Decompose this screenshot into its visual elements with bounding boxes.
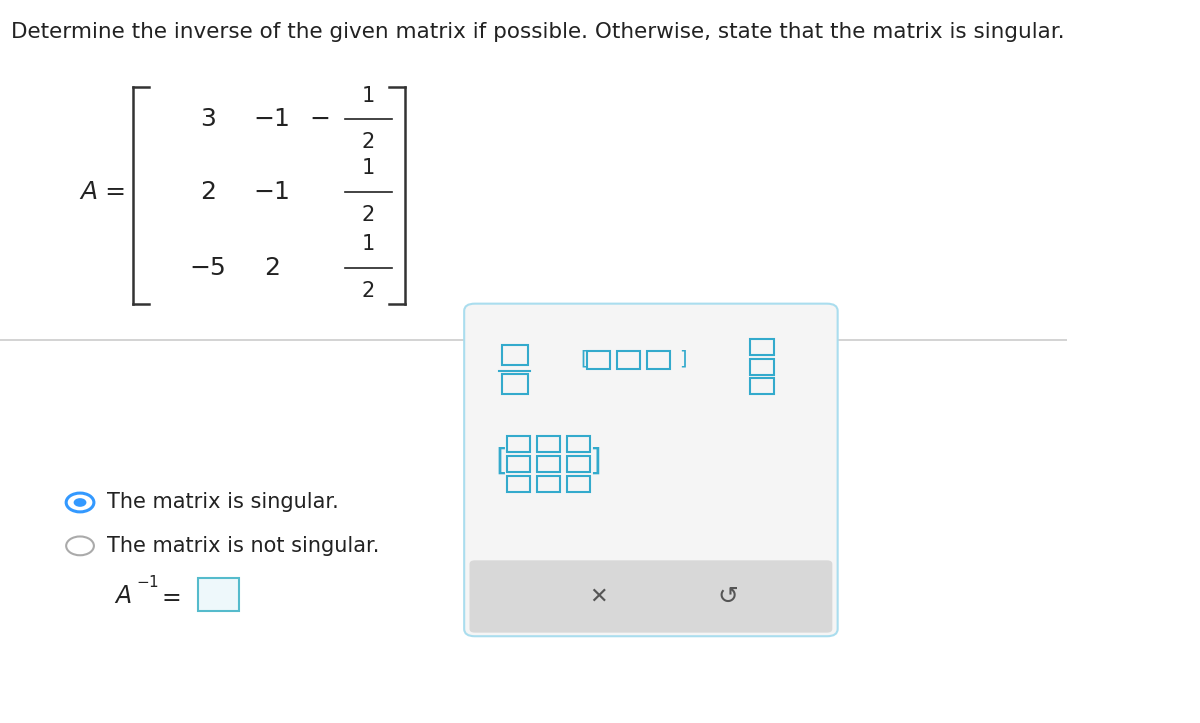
Text: −: −: [310, 107, 331, 132]
Bar: [647, 351, 670, 369]
Text: −1: −1: [253, 107, 290, 132]
Text: ✕: ✕: [589, 586, 607, 607]
Text: A =: A =: [80, 179, 126, 204]
Bar: [502, 345, 528, 365]
FancyBboxPatch shape: [469, 560, 833, 633]
Text: The matrix is not singular.: The matrix is not singular.: [107, 536, 379, 556]
Text: −1: −1: [253, 179, 290, 204]
Text: 1: 1: [361, 158, 374, 179]
FancyBboxPatch shape: [198, 578, 239, 611]
Bar: [536, 456, 560, 472]
Bar: [536, 436, 560, 452]
Text: $A$: $A$: [114, 584, 132, 609]
Text: [: [: [496, 447, 508, 476]
Bar: [506, 436, 530, 452]
Bar: [506, 476, 530, 492]
Text: ↺: ↺: [718, 584, 739, 609]
Text: 2: 2: [200, 179, 216, 204]
Text: 2: 2: [264, 255, 280, 280]
Bar: [587, 351, 611, 369]
Bar: [617, 351, 641, 369]
Text: $=$: $=$: [157, 584, 180, 609]
Bar: [566, 436, 590, 452]
Text: 1: 1: [361, 234, 374, 254]
Circle shape: [73, 498, 86, 507]
Bar: [536, 476, 560, 492]
Text: Determine the inverse of the given matrix if possible. Otherwise, state that the: Determine the inverse of the given matri…: [11, 22, 1064, 42]
Text: 1: 1: [361, 86, 374, 106]
Bar: [502, 374, 528, 394]
Text: ]: ]: [679, 350, 686, 369]
Text: 2: 2: [361, 281, 374, 301]
Text: The matrix is singular.: The matrix is singular.: [107, 492, 338, 513]
Bar: [750, 359, 774, 375]
Text: 2: 2: [361, 205, 374, 225]
FancyBboxPatch shape: [464, 304, 838, 636]
Text: [: [: [580, 350, 588, 369]
Bar: [566, 456, 590, 472]
Bar: [750, 339, 774, 355]
Text: 2: 2: [361, 132, 374, 153]
Bar: [566, 476, 590, 492]
Text: 3: 3: [200, 107, 216, 132]
Bar: [750, 378, 774, 394]
Bar: [506, 456, 530, 472]
Text: $-1$: $-1$: [136, 574, 158, 590]
Text: ]: ]: [589, 447, 601, 476]
Text: −5: −5: [190, 255, 227, 280]
